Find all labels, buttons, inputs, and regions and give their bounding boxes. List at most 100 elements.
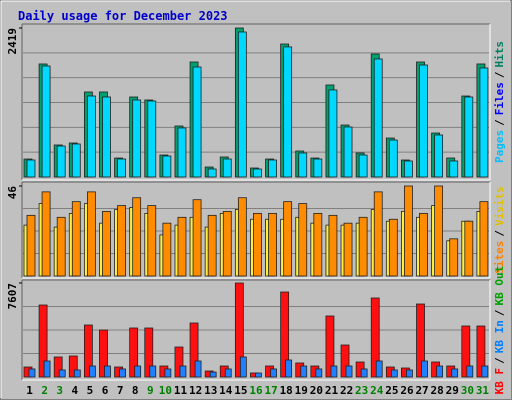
bar — [222, 211, 232, 277]
x-tick-label: 25 — [385, 384, 398, 397]
x-tick-label: 22 — [340, 384, 353, 397]
bar — [26, 159, 36, 178]
bar — [476, 325, 486, 378]
x-tick-label: 12 — [189, 384, 202, 397]
bar — [328, 89, 338, 178]
bar — [189, 322, 199, 378]
bar — [464, 220, 474, 277]
chart-title: Daily usage for December 2023 — [18, 9, 228, 23]
bar — [340, 344, 350, 378]
bar — [253, 212, 262, 277]
bar — [56, 145, 66, 178]
bar — [434, 134, 444, 178]
x-tick-label: 31 — [476, 384, 490, 397]
bar — [104, 365, 111, 378]
bar — [162, 222, 172, 277]
bar — [71, 143, 81, 178]
x-tick-label: 26 — [400, 384, 414, 397]
bar — [313, 158, 323, 178]
legend-entry: Visits — [493, 186, 506, 226]
bar — [194, 360, 202, 378]
bar — [132, 99, 142, 178]
bar — [330, 365, 338, 378]
bar — [56, 216, 66, 277]
x-tick-label: 17 — [264, 384, 277, 397]
legend-entry: KB Out — [493, 266, 506, 306]
bar — [406, 369, 413, 378]
bar — [177, 127, 187, 178]
x-tick-label: 4 — [72, 384, 79, 397]
bar — [373, 191, 383, 277]
bar — [86, 191, 96, 277]
bar — [283, 46, 293, 178]
bar — [117, 158, 126, 178]
bar — [147, 205, 157, 277]
bar — [174, 346, 184, 378]
x-tick-label: 13 — [204, 384, 217, 397]
x-tick-label: 9 — [147, 384, 154, 397]
x-tick-label: 11 — [174, 384, 188, 397]
x-tick-label: 30 — [461, 384, 474, 397]
bar — [434, 185, 444, 277]
legend-separator: / — [493, 119, 506, 126]
bar — [102, 96, 111, 178]
x-tick-label: 23 — [355, 384, 368, 397]
bar — [102, 211, 111, 277]
bar — [58, 369, 66, 378]
legend-separator: / — [493, 71, 506, 78]
bar — [388, 218, 398, 277]
bar — [129, 327, 139, 378]
bar — [207, 214, 217, 277]
legend-separator: / — [493, 357, 506, 364]
bar — [481, 365, 489, 378]
bar — [375, 360, 383, 378]
y-tick-label: 7607 — [6, 283, 19, 310]
bar — [147, 100, 157, 178]
bar — [345, 365, 353, 378]
legend-separator: / — [493, 309, 506, 316]
x-tick-label: 18 — [280, 384, 293, 397]
bar — [209, 371, 217, 378]
bar — [177, 216, 187, 277]
bar — [358, 216, 368, 277]
bar — [83, 324, 93, 378]
bar — [373, 58, 383, 178]
bar — [283, 201, 293, 277]
bar — [360, 368, 368, 378]
bar — [253, 168, 262, 178]
bar — [358, 154, 368, 178]
bar — [237, 31, 247, 178]
bar — [419, 212, 428, 277]
bar — [313, 212, 323, 277]
bar — [88, 365, 96, 378]
bar — [298, 152, 308, 178]
bar — [68, 355, 78, 378]
bar — [234, 282, 244, 378]
bar — [99, 329, 108, 378]
bar — [28, 368, 36, 378]
bar — [224, 368, 232, 378]
bar — [119, 368, 126, 378]
bar — [149, 365, 157, 378]
bar — [164, 368, 172, 378]
bar — [416, 303, 425, 378]
bar — [315, 368, 323, 378]
legend-entry: Sites — [493, 241, 506, 274]
bar — [466, 365, 474, 378]
bar — [73, 369, 81, 378]
x-tick-label: 16 — [249, 384, 263, 397]
bar — [449, 238, 459, 277]
bar — [71, 201, 81, 277]
x-tick-label: 1 — [26, 384, 33, 397]
bar — [280, 291, 290, 378]
bar — [239, 356, 247, 378]
bar — [451, 368, 459, 378]
bar — [298, 203, 308, 277]
bar — [461, 325, 471, 378]
legend-entry: KB F — [493, 368, 506, 395]
bar — [132, 197, 142, 277]
x-tick-label: 5 — [87, 384, 94, 397]
bar — [192, 66, 202, 178]
x-tick-label: 10 — [159, 384, 172, 397]
legend: Sites / Visits — [493, 186, 506, 274]
